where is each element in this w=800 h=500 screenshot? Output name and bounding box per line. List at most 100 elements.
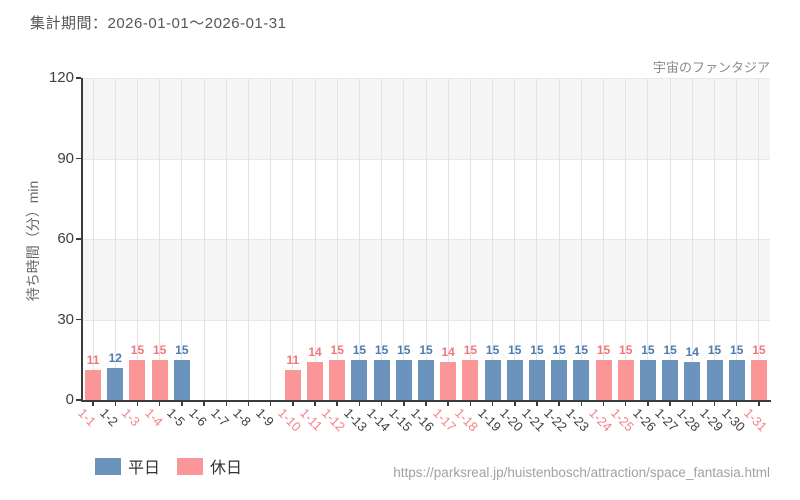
bar-value-label: 15 xyxy=(730,342,744,357)
bar-1-21[interactable] xyxy=(528,359,545,400)
x-tick-mark xyxy=(292,401,294,406)
bar-1-11[interactable] xyxy=(307,362,324,400)
x-tick-label: 1-12 xyxy=(319,405,349,435)
x-tick-label: 1-5 xyxy=(163,405,188,430)
bar-value-label: 15 xyxy=(152,342,167,357)
y-tick-label: 90 xyxy=(57,149,74,167)
bar-value-label: 15 xyxy=(463,342,478,357)
y-axis-line xyxy=(81,78,83,401)
v-gridline xyxy=(580,78,582,400)
bar-1-4[interactable] xyxy=(151,359,168,400)
v-gridline xyxy=(492,78,494,400)
x-tick-mark xyxy=(358,401,361,406)
bar-1-13[interactable] xyxy=(351,359,368,400)
x-tick-label: 1-26 xyxy=(630,405,660,435)
y-tick-label: 60 xyxy=(57,230,74,247)
bar-value-label: 12 xyxy=(108,350,122,365)
y-tick-mark xyxy=(76,399,81,401)
x-tick-mark xyxy=(225,401,227,406)
x-tick-label: 1-6 xyxy=(186,405,211,430)
bar-1-24[interactable] xyxy=(595,359,612,400)
bar-1-12[interactable] xyxy=(329,359,346,400)
v-gridline xyxy=(358,78,360,400)
bar-value-label: 14 xyxy=(308,345,322,360)
v-gridline xyxy=(425,78,427,400)
bar-1-20[interactable] xyxy=(506,359,523,400)
bar-value-label: 15 xyxy=(352,342,367,357)
x-tick-label: 1-29 xyxy=(696,405,726,435)
v-gridline xyxy=(758,78,760,400)
x-tick-mark xyxy=(669,401,671,406)
x-tick-label: 1-31 xyxy=(740,405,771,435)
x-tick-label: 1-4 xyxy=(141,405,166,430)
y-tick-mark xyxy=(76,238,81,240)
bar-1-23[interactable] xyxy=(573,359,590,400)
legend-item-holiday[interactable]: 休日 xyxy=(177,454,242,478)
x-tick-label: 1-24 xyxy=(585,405,615,435)
bar-1-3[interactable] xyxy=(129,359,146,400)
bar-value-label: 15 xyxy=(508,342,522,357)
v-gridline xyxy=(247,78,249,400)
x-tick-label: 1-13 xyxy=(341,405,371,435)
v-gridline xyxy=(669,78,671,400)
bar-1-31[interactable] xyxy=(750,359,767,400)
bar-1-22[interactable] xyxy=(551,359,568,400)
v-gridline xyxy=(181,78,183,400)
y-tick-mark xyxy=(76,77,81,79)
bar-1-17[interactable] xyxy=(440,362,457,400)
bar-1-27[interactable] xyxy=(662,359,679,400)
x-tick-label: 1-10 xyxy=(274,405,304,435)
bar-1-30[interactable] xyxy=(728,359,745,400)
legend: 平日 休日 xyxy=(95,454,242,478)
bar-1-28[interactable] xyxy=(684,362,701,400)
bar-1-26[interactable] xyxy=(639,359,656,400)
bar-1-19[interactable] xyxy=(484,359,501,400)
bar-1-25[interactable] xyxy=(617,359,634,400)
source-url: https://parksreal.jp/huistenbosch/attrac… xyxy=(393,465,770,480)
x-tick-mark xyxy=(514,401,516,406)
v-gridline xyxy=(514,78,516,400)
x-tick-label: 1-30 xyxy=(718,405,748,435)
legend-swatch-weekday-icon xyxy=(95,457,121,475)
bar-value-label: 15 xyxy=(574,342,589,357)
bar-1-15[interactable] xyxy=(395,359,412,400)
bar-value-label: 15 xyxy=(397,342,411,357)
bar-1-16[interactable] xyxy=(418,359,434,400)
x-tick-mark xyxy=(181,401,183,406)
plot-area: 11 12 15 15 15 11 14 15 15 15 15 15 14 15 15 15 15 15 15 15… xyxy=(82,78,770,400)
v-gridline xyxy=(558,78,560,400)
bar-1-29[interactable] xyxy=(706,359,723,400)
legend-swatch-holiday-icon xyxy=(177,457,204,475)
x-tick-mark xyxy=(314,401,316,406)
x-tick-mark xyxy=(758,401,760,406)
x-tick-label: 1-25 xyxy=(607,405,637,435)
x-tick-label: 1-28 xyxy=(674,405,704,435)
v-gridline xyxy=(225,78,227,400)
x-tick-mark xyxy=(269,401,272,406)
v-gridline xyxy=(447,78,449,400)
bar-1-5[interactable] xyxy=(173,359,190,400)
bar-value-label: 14 xyxy=(685,345,699,360)
legend-label-weekday: 平日 xyxy=(128,460,161,477)
bar-1-14[interactable] xyxy=(373,359,390,400)
x-tick-label: 1-19 xyxy=(474,405,504,435)
bar-1-10[interactable] xyxy=(284,370,301,400)
bar-1-18[interactable] xyxy=(462,359,479,400)
bar-value-label: 15 xyxy=(752,342,766,357)
bar-value-label: 15 xyxy=(552,342,566,357)
x-tick-mark xyxy=(158,401,161,406)
bar-1-1[interactable] xyxy=(85,370,102,400)
v-gridline xyxy=(203,78,205,400)
v-gridline xyxy=(381,78,383,400)
bar-value-label: 15 xyxy=(596,342,611,357)
bar-1-2[interactable] xyxy=(107,367,124,400)
x-tick-mark xyxy=(491,401,494,406)
bar-value-label: 14 xyxy=(441,345,455,360)
y-tick-mark xyxy=(76,157,81,160)
x-tick-label: 1-21 xyxy=(519,405,549,435)
legend-item-weekday[interactable]: 平日 xyxy=(95,454,160,478)
v-gridline xyxy=(625,78,627,400)
x-tick-mark xyxy=(691,401,694,406)
x-tick-mark xyxy=(447,401,449,406)
